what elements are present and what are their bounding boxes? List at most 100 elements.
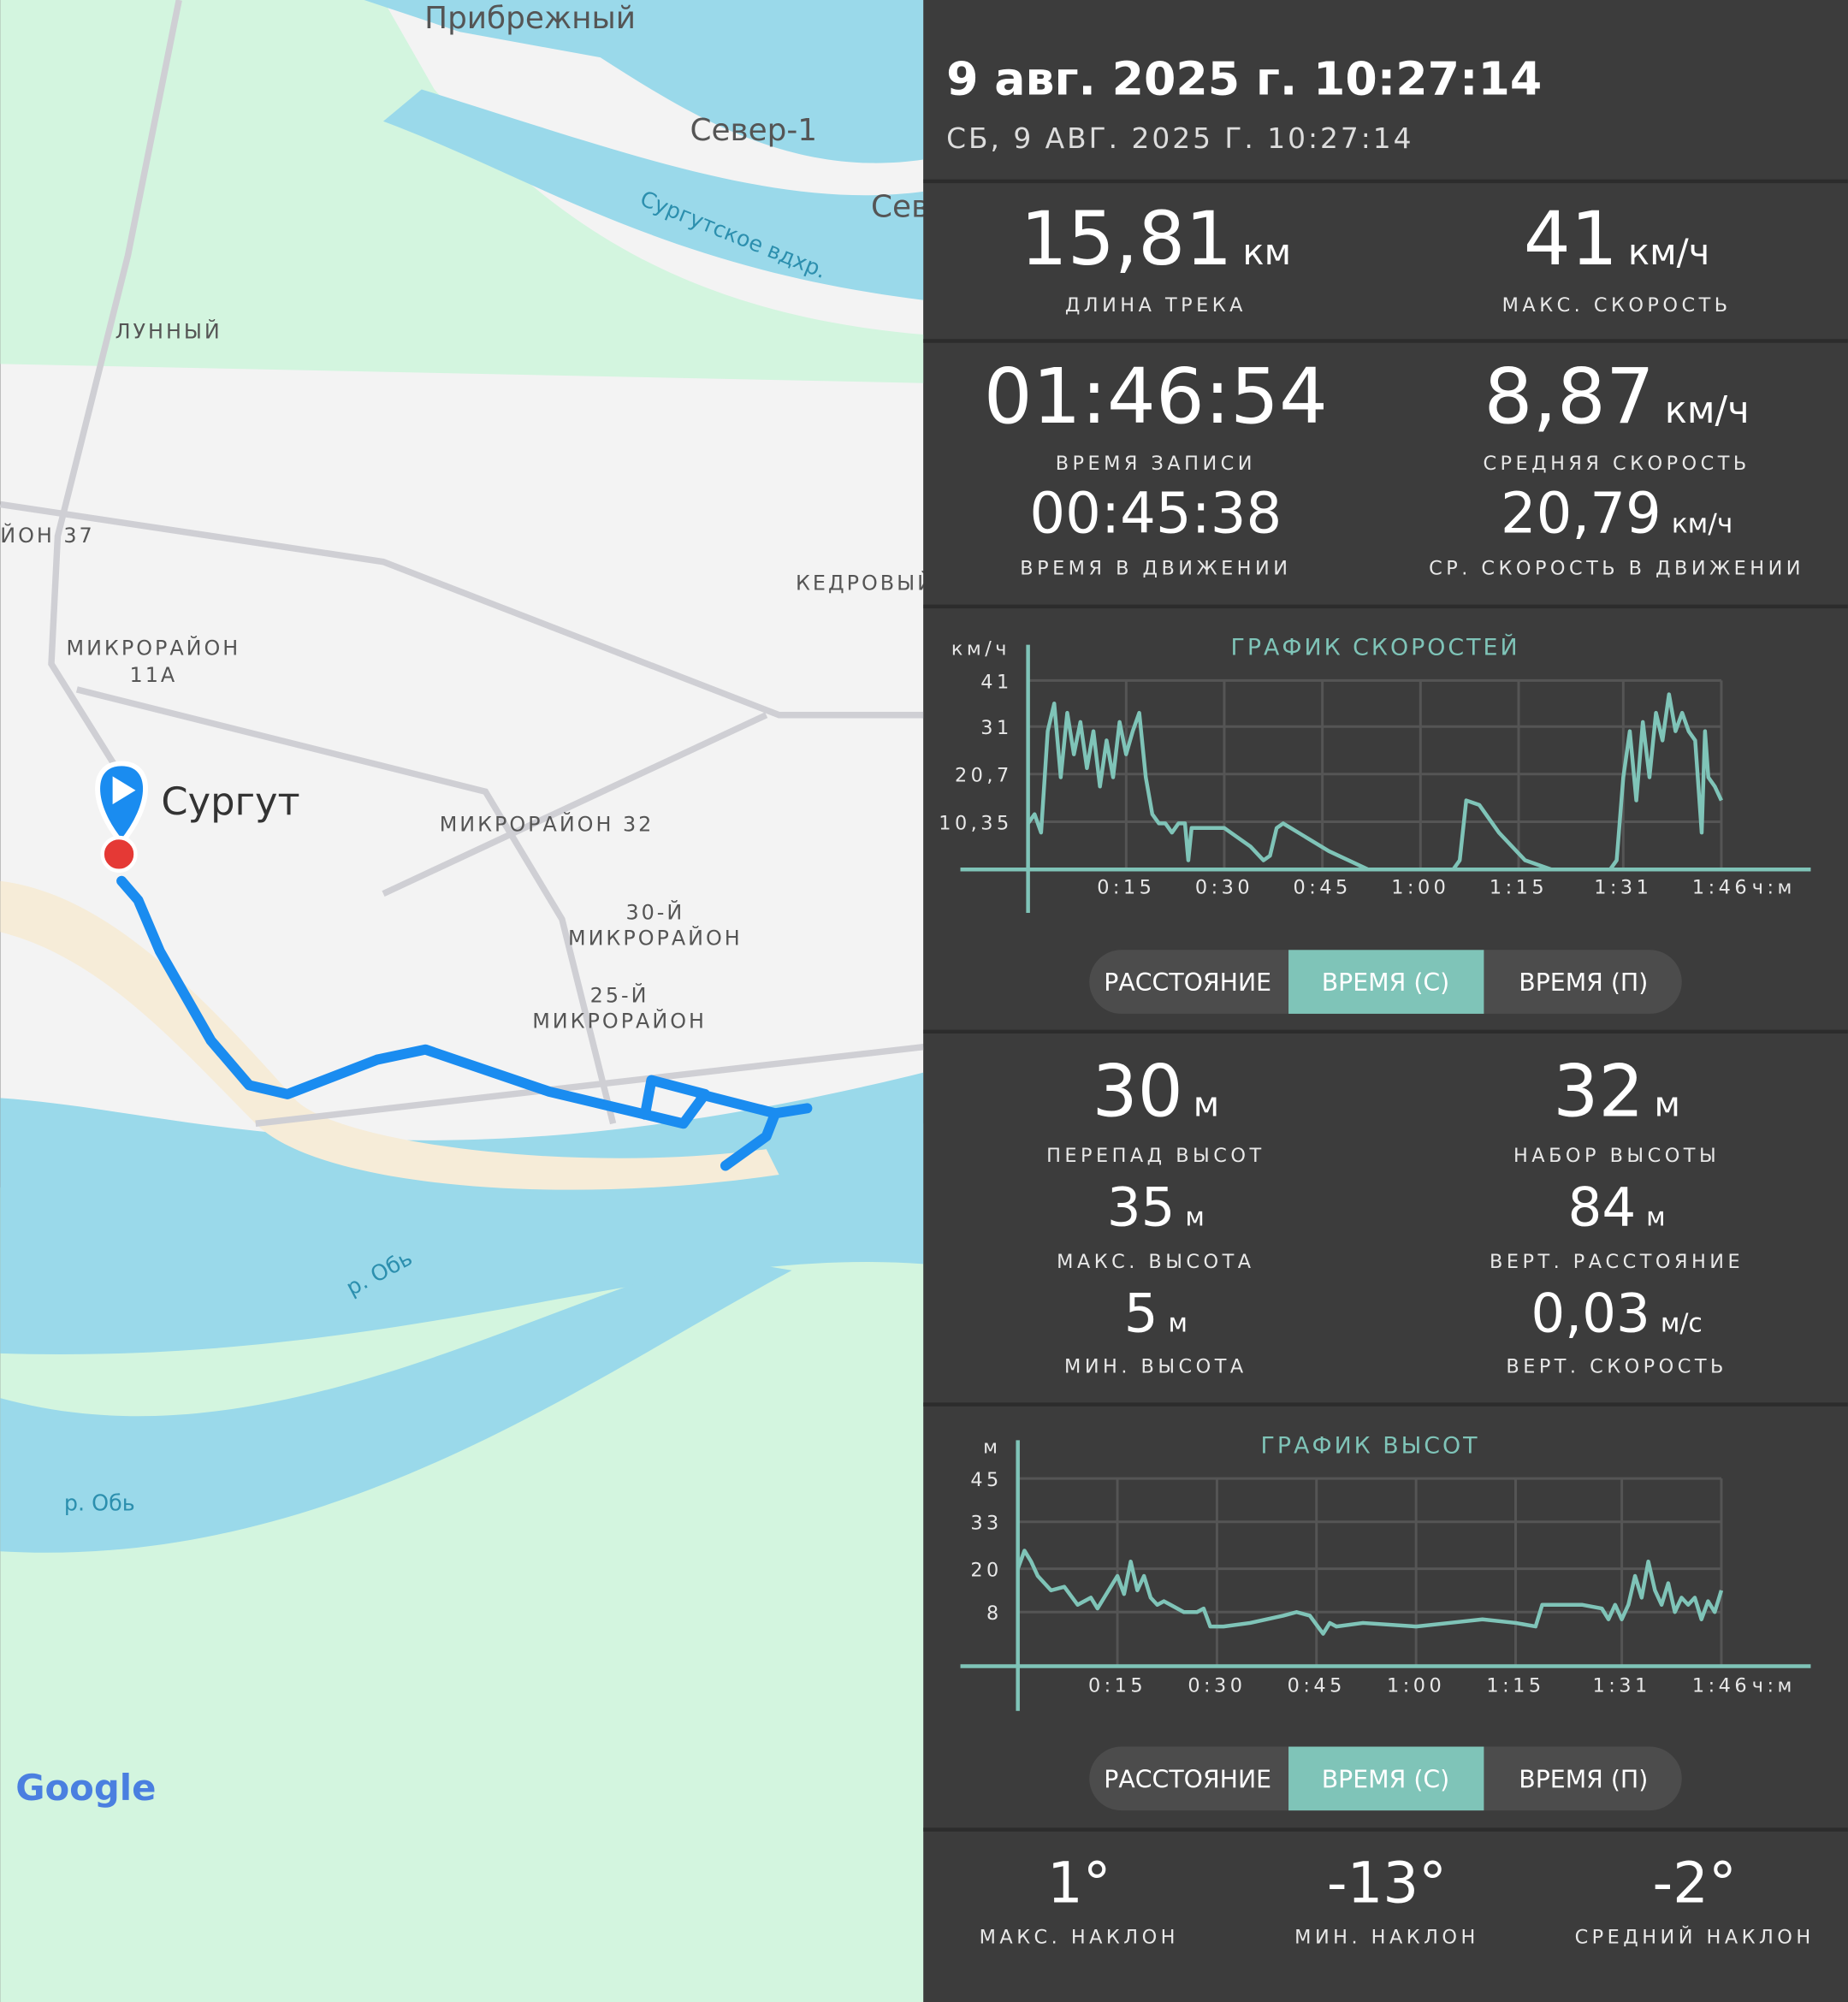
stat-value: 41 км/ч [1524, 197, 1710, 282]
value: -2° [1652, 1851, 1736, 1916]
map-label: МИКРОРАЙОН [568, 926, 743, 950]
value: 35 [1107, 1176, 1176, 1239]
y-tick-label: 10,35 [939, 812, 1012, 834]
river [0, 1257, 792, 1553]
map-label: Прибрежный [424, 1, 636, 36]
y-tick-label: 20 [970, 1560, 1002, 1582]
stat-label: ВРЕМЯ В ДВИЖЕНИИ [1020, 558, 1291, 580]
x-tick-label: 0:45 [1288, 1674, 1346, 1697]
route [695, 1088, 781, 1171]
value: 84 [1568, 1176, 1637, 1239]
google-logo: Google [15, 1767, 156, 1809]
stat-value: 8,87 км/ч [1484, 352, 1749, 441]
map-label: МИКРОРАЙОН [532, 1009, 707, 1033]
map-label: МИКРОРАЙОН 32 [440, 813, 654, 837]
value: 30 [1093, 1049, 1183, 1133]
end-pin[interactable] [100, 835, 138, 874]
tab-label[interactable]: РАССТОЯНИЕ [1104, 1765, 1271, 1793]
map-label: Сев [871, 190, 929, 225]
unit: м [1169, 1309, 1188, 1339]
x-tick-label: 0:45 [1294, 877, 1352, 899]
water [364, 0, 924, 163]
value: 0,03 [1531, 1282, 1650, 1345]
stat-label: МАКС. НАКЛОН [980, 1926, 1179, 1948]
stat-label: ВЕРТ. РАССТОЯНИЕ [1490, 1251, 1744, 1273]
track-subtitle: СБ, 9 АВГ. 2025 Г. 10:27:14 [946, 122, 1413, 155]
stat-value: 20,79 км/ч [1501, 481, 1733, 546]
map-label: ЛУННЫЙ [116, 319, 222, 343]
stat-value: 84 м [1568, 1176, 1666, 1239]
stat-value: 01:46:54 [984, 352, 1328, 441]
y-tick-label: 31 [980, 717, 1012, 739]
stat-value: 35 м [1107, 1176, 1205, 1239]
water [382, 89, 924, 300]
stat-label: СРЕДНИЙ НАКЛОН [1575, 1924, 1815, 1948]
stat-value: 00:45:38 [1029, 481, 1282, 546]
x-axis-unit: ч:м [1752, 877, 1796, 899]
roads [0, 0, 924, 1127]
stat-value: 0,03 м/с [1531, 1282, 1702, 1345]
y-tick-label: 45 [970, 1469, 1002, 1491]
map-label: Сургут [161, 779, 299, 824]
unit: м [1646, 1203, 1666, 1233]
y-axis-unit: м [983, 1436, 1001, 1458]
stat-label: ВЕРТ. СКОРОСТЬ [1506, 1355, 1727, 1377]
sand [0, 880, 779, 1190]
y-tick-label: 33 [970, 1513, 1002, 1535]
unit: км/ч [1628, 231, 1709, 273]
x-tick-label: 0:30 [1188, 1674, 1246, 1697]
map-label: Север-1 [690, 113, 817, 148]
value: -13° [1327, 1851, 1447, 1916]
stat-value: -2° [1652, 1851, 1736, 1916]
x-tick-label: 0:15 [1088, 1674, 1146, 1697]
stat-value: 30 м [1093, 1049, 1220, 1133]
tab-label[interactable]: РАССТОЯНИЕ [1104, 968, 1271, 997]
start-icon [112, 776, 136, 805]
x-tick-label: 0:30 [1195, 877, 1253, 899]
stat-label: МАКС. ВЫСОТА [1057, 1251, 1254, 1273]
stat-label: НАБОР ВЫСОТЫ [1513, 1145, 1720, 1167]
stat-label: МАКС. СКОРОСТЬ [1502, 294, 1732, 317]
tab-selected[interactable] [1288, 950, 1484, 1014]
stat-value: -13° [1327, 1851, 1447, 1916]
value: 20,79 [1501, 481, 1661, 546]
tab-label[interactable]: ВРЕМЯ (П) [1519, 968, 1648, 997]
tab-selected[interactable] [1288, 1746, 1484, 1811]
map-label: 30-Й [625, 900, 684, 924]
value: 1° [1047, 1851, 1111, 1916]
value: 5 [1124, 1282, 1158, 1345]
value: 15,81 [1021, 197, 1233, 282]
chart-title: ГРАФИК СКОРОСТЕЙ [1231, 634, 1520, 661]
stat-label: ДЛИНА ТРЕКА [1065, 294, 1247, 317]
map-label: 11А [130, 663, 178, 687]
chart-title: ГРАФИК ВЫСОТ [1261, 1432, 1480, 1459]
unit: м/с [1661, 1309, 1703, 1339]
stat-label: СР. СКОРОСТЬ В ДВИЖЕНИИ [1429, 558, 1804, 580]
map[interactable]: Прибрежный Север-1 Сев Сургутское вдхр. … [0, 0, 935, 2002]
stat-label: МИН. ВЫСОТА [1064, 1355, 1247, 1377]
unit: м [1185, 1203, 1205, 1233]
unit: км/ч [1672, 508, 1733, 539]
x-tick-label: 1:46 [1692, 877, 1750, 899]
x-tick-label: 1:15 [1490, 877, 1548, 899]
stat-value: 1° [1047, 1851, 1111, 1916]
x-tick-label: 1:00 [1387, 1674, 1445, 1697]
track-title: 9 авг. 2025 г. 10:27:14 [946, 51, 1542, 105]
green-area [0, 0, 924, 383]
stat-label: ПЕРЕПАД ВЫСОТ [1046, 1145, 1265, 1167]
tab-label[interactable]: ВРЕМЯ (С) [1322, 968, 1450, 997]
unit: м [1194, 1084, 1219, 1124]
y-tick-label: 41 [980, 671, 1012, 693]
value: 32 [1553, 1049, 1644, 1133]
value: 01:46:54 [984, 352, 1328, 441]
value: 41 [1524, 197, 1618, 282]
tab-label[interactable]: ВРЕМЯ (С) [1322, 1765, 1450, 1793]
data-line [1016, 1549, 1724, 1636]
map-label: 25-Й [590, 983, 649, 1007]
map-label: КЕДРОВЫЙ [796, 571, 935, 595]
stat-value: 32 м [1553, 1049, 1680, 1133]
tab-label[interactable]: ВРЕМЯ (П) [1519, 1765, 1648, 1793]
